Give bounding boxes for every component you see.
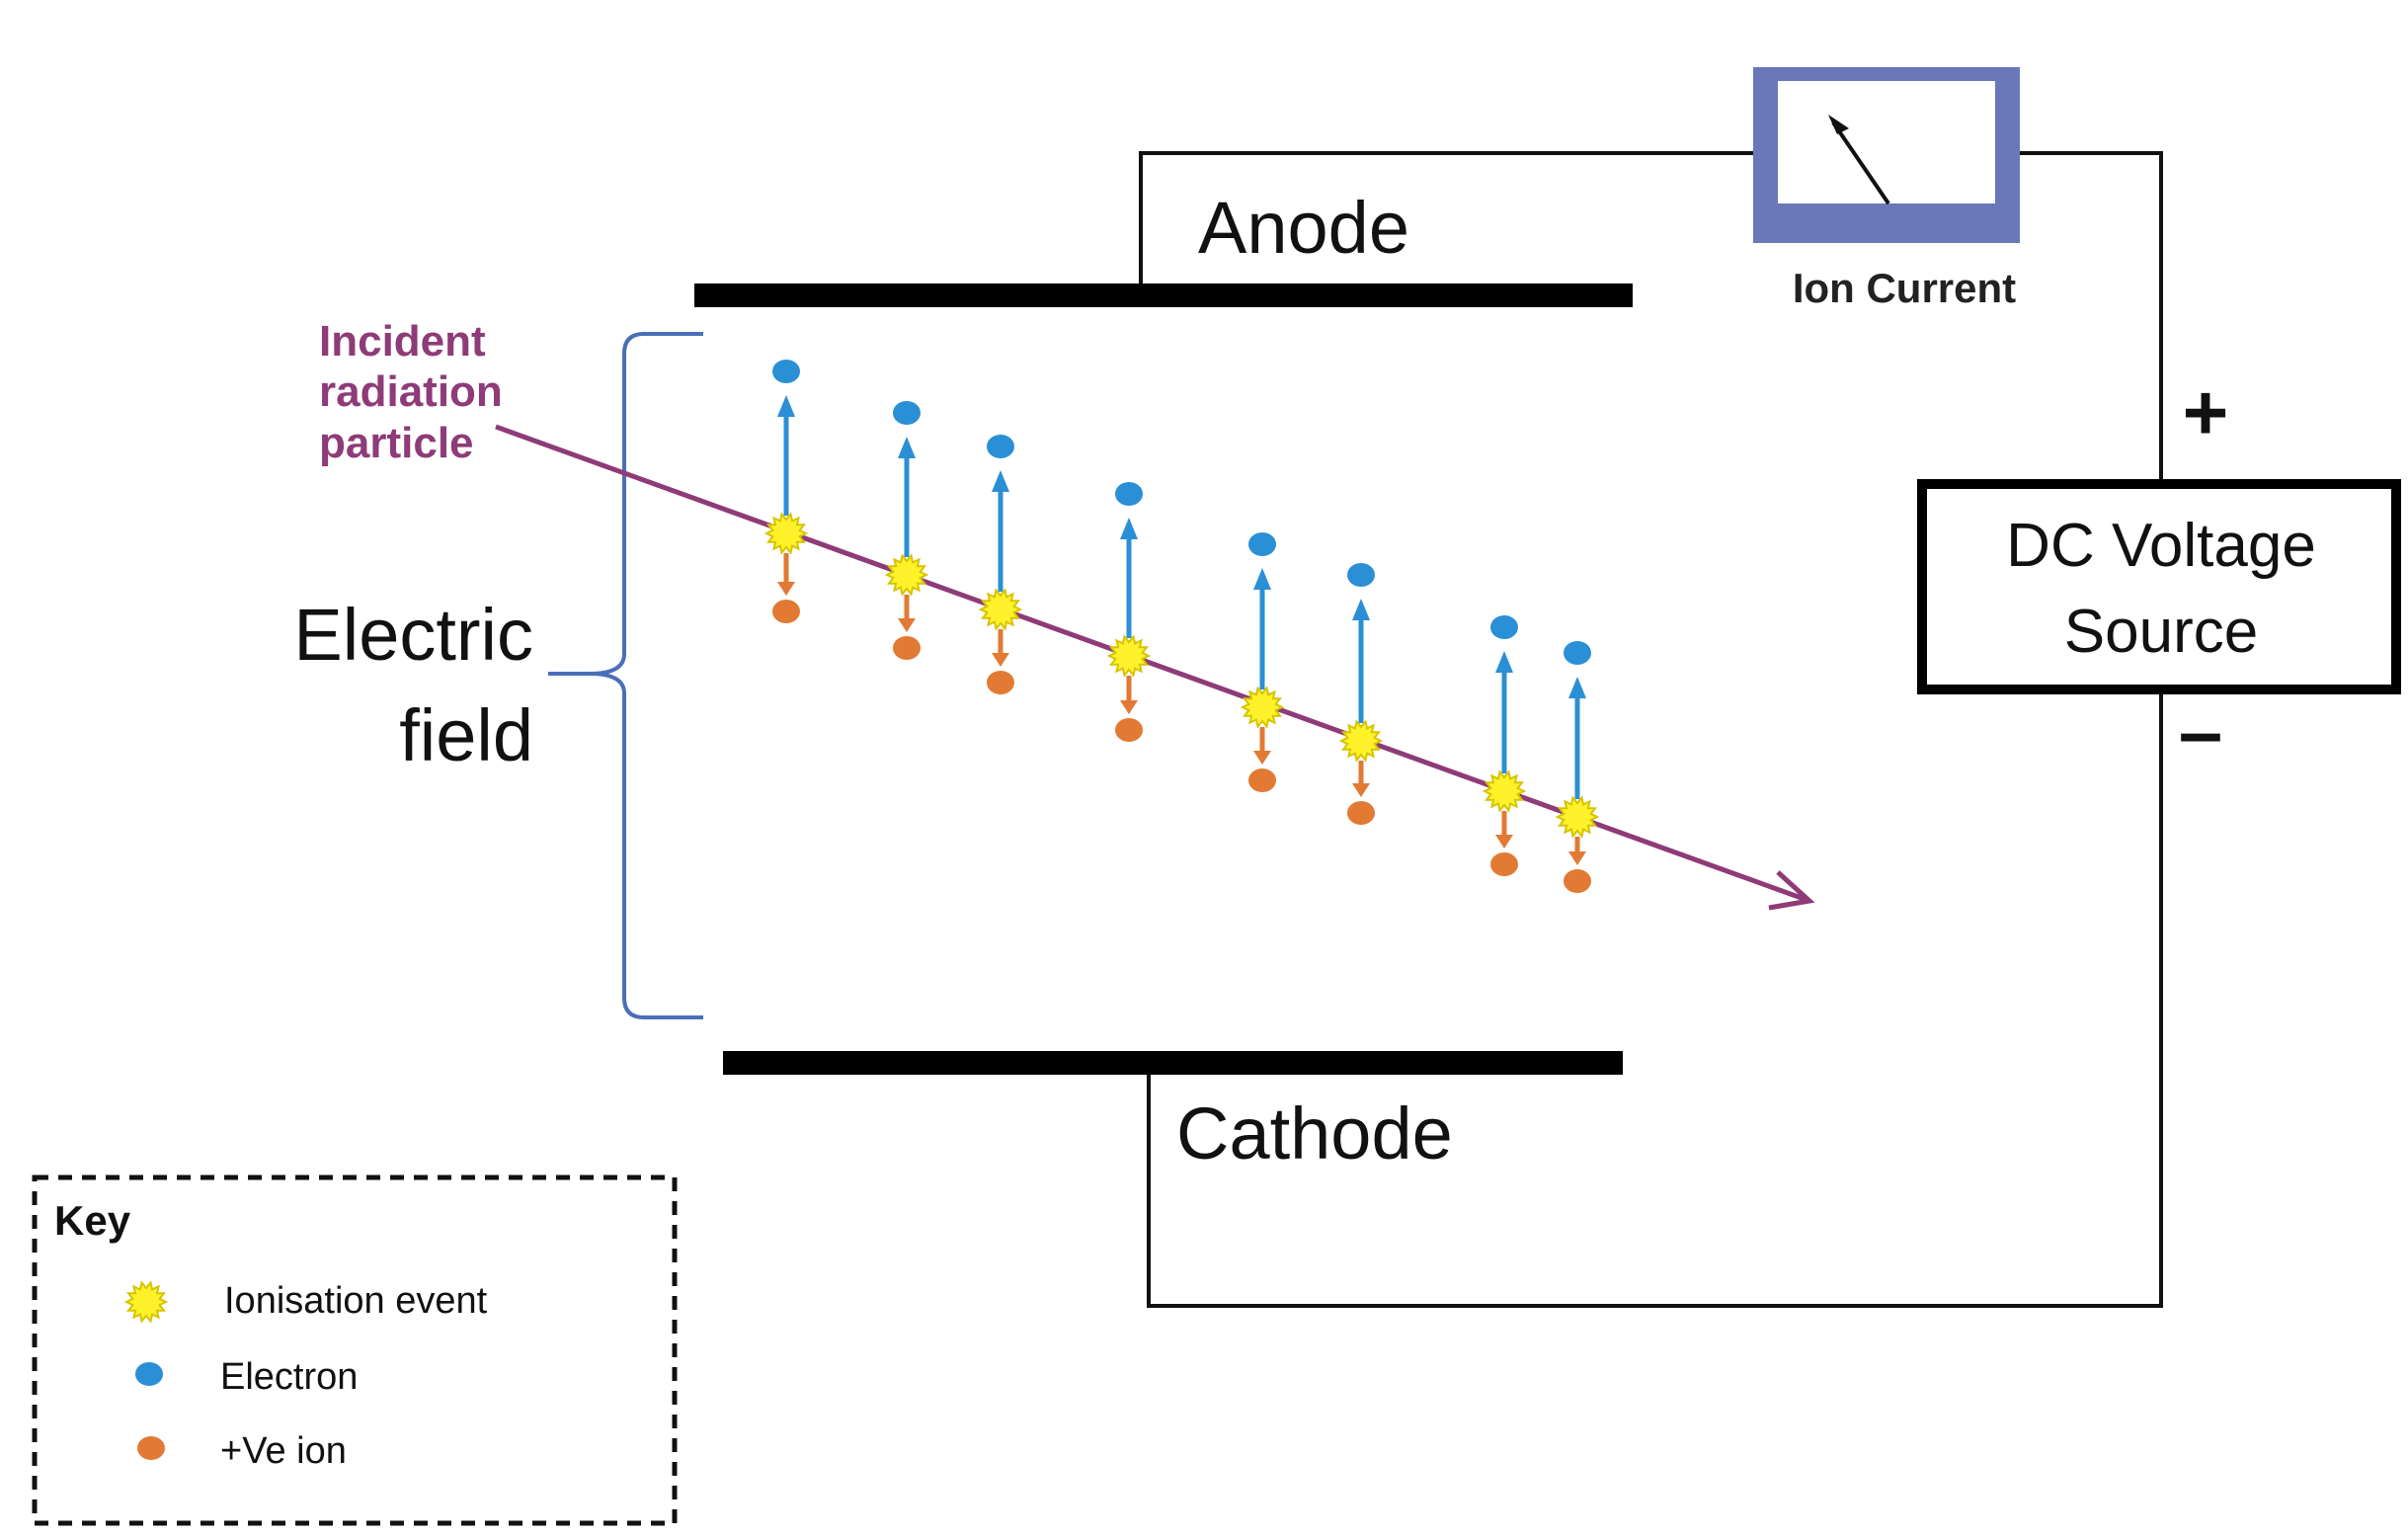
ionisation-star-icon [978,588,1023,631]
ionisation-event [884,401,929,660]
electron-dot-icon [1347,563,1375,587]
electron-dot-icon [893,401,921,425]
key-ionisation-star-icon [123,1280,169,1324]
cathode-plate [723,1051,1623,1075]
ion-arrowhead-icon [1568,851,1586,865]
ammeter-icon [1753,67,2020,243]
anode-plate [694,283,1633,307]
ionisation-event [1106,482,1152,742]
positive-ion-dot-icon [1564,869,1591,893]
ionisation-star-icon [1240,686,1285,729]
ionisation-event [1555,641,1600,893]
cathode-label: Cathode [1176,1093,1453,1174]
ion-arrowhead-icon [1120,700,1138,714]
electric-field-label-line2: field [399,694,533,776]
positive-ion-dot-icon [772,600,800,623]
ionisation-event [1338,563,1384,825]
ionisation-event [1240,532,1285,792]
electric-field-bracket [548,332,703,1019]
ion-arrowhead-icon [992,653,1009,667]
electric-field-label-line1: Electric [293,594,533,676]
electron-dot-icon [987,435,1014,458]
electron-arrowhead-icon [1120,518,1138,539]
electron-dot-icon [1564,641,1591,665]
positive-ion-dot-icon [1490,852,1518,876]
positive-terminal-sign: + [2183,368,2229,456]
circuit-wires [1139,151,2163,1308]
track-arrowhead-icon [1768,870,1815,911]
electron-arrowhead-icon [1352,599,1370,620]
dc-source-label-line2: Source [2064,598,2258,666]
ionisation-star-icon [884,553,929,597]
ionisation-star-icon [763,512,809,555]
ion-arrowhead-icon [1495,835,1513,849]
key-electron-dot-icon [135,1362,163,1386]
incident-label-line1: Incident [319,317,486,365]
ion-current-label: Ion Current [1793,265,2016,311]
electron-dot-icon [1248,532,1276,556]
positive-ion-dot-icon [1347,801,1375,825]
electron-arrowhead-icon [1495,651,1513,673]
incident-particle-track [495,424,1815,911]
ionisation-star-icon [1106,634,1152,678]
electron-dot-icon [1115,482,1143,506]
negative-terminal-sign: – [2179,688,2223,775]
electron-dot-icon [1490,615,1518,639]
dc-source-label-line1: DC Voltage [2006,512,2316,580]
ionisation-events [763,360,1600,893]
incident-label-line2: radiation [319,367,503,416]
electron-arrowhead-icon [777,395,795,417]
key-positive-ion-dot-icon [137,1436,165,1460]
positive-ion-dot-icon [1248,769,1276,792]
ionisation-event [763,360,809,623]
positive-ion-dot-icon [893,636,921,660]
ionisation-star-icon [1482,769,1527,813]
key-box: Key Ionisation event Electron +Ve ion [32,1174,678,1526]
ion-arrowhead-icon [898,618,916,632]
incident-label-line3: particle [319,419,474,467]
key-title: Key [54,1197,131,1244]
meter-to-source-wire [2020,151,2163,484]
ion-arrowhead-icon [777,582,795,596]
positive-ion-dot-icon [987,671,1014,694]
anode-label: Anode [1198,187,1409,269]
ionisation-star-icon [1555,795,1600,839]
ionisation-event [978,435,1023,694]
positive-ion-dot-icon [1115,718,1143,742]
electron-arrowhead-icon [1568,677,1586,698]
ion-arrowhead-icon [1253,751,1271,765]
key-item-ion: +Ve ion [220,1430,347,1472]
anode-wire [1139,151,1753,296]
electron-arrowhead-icon [992,470,1009,492]
electron-arrowhead-icon [898,437,916,458]
electron-arrowhead-icon [1253,568,1271,590]
ion-arrowhead-icon [1352,783,1370,797]
electron-dot-icon [772,360,800,383]
key-item-electron: Electron [220,1356,358,1398]
dc-voltage-source-box [1917,479,2401,694]
ionisation-event [1482,615,1527,876]
source-to-cathode-wire [1147,689,2163,1308]
ionisation-star-icon [1338,719,1384,763]
key-item-ionisation-event: Ionisation event [224,1280,488,1322]
